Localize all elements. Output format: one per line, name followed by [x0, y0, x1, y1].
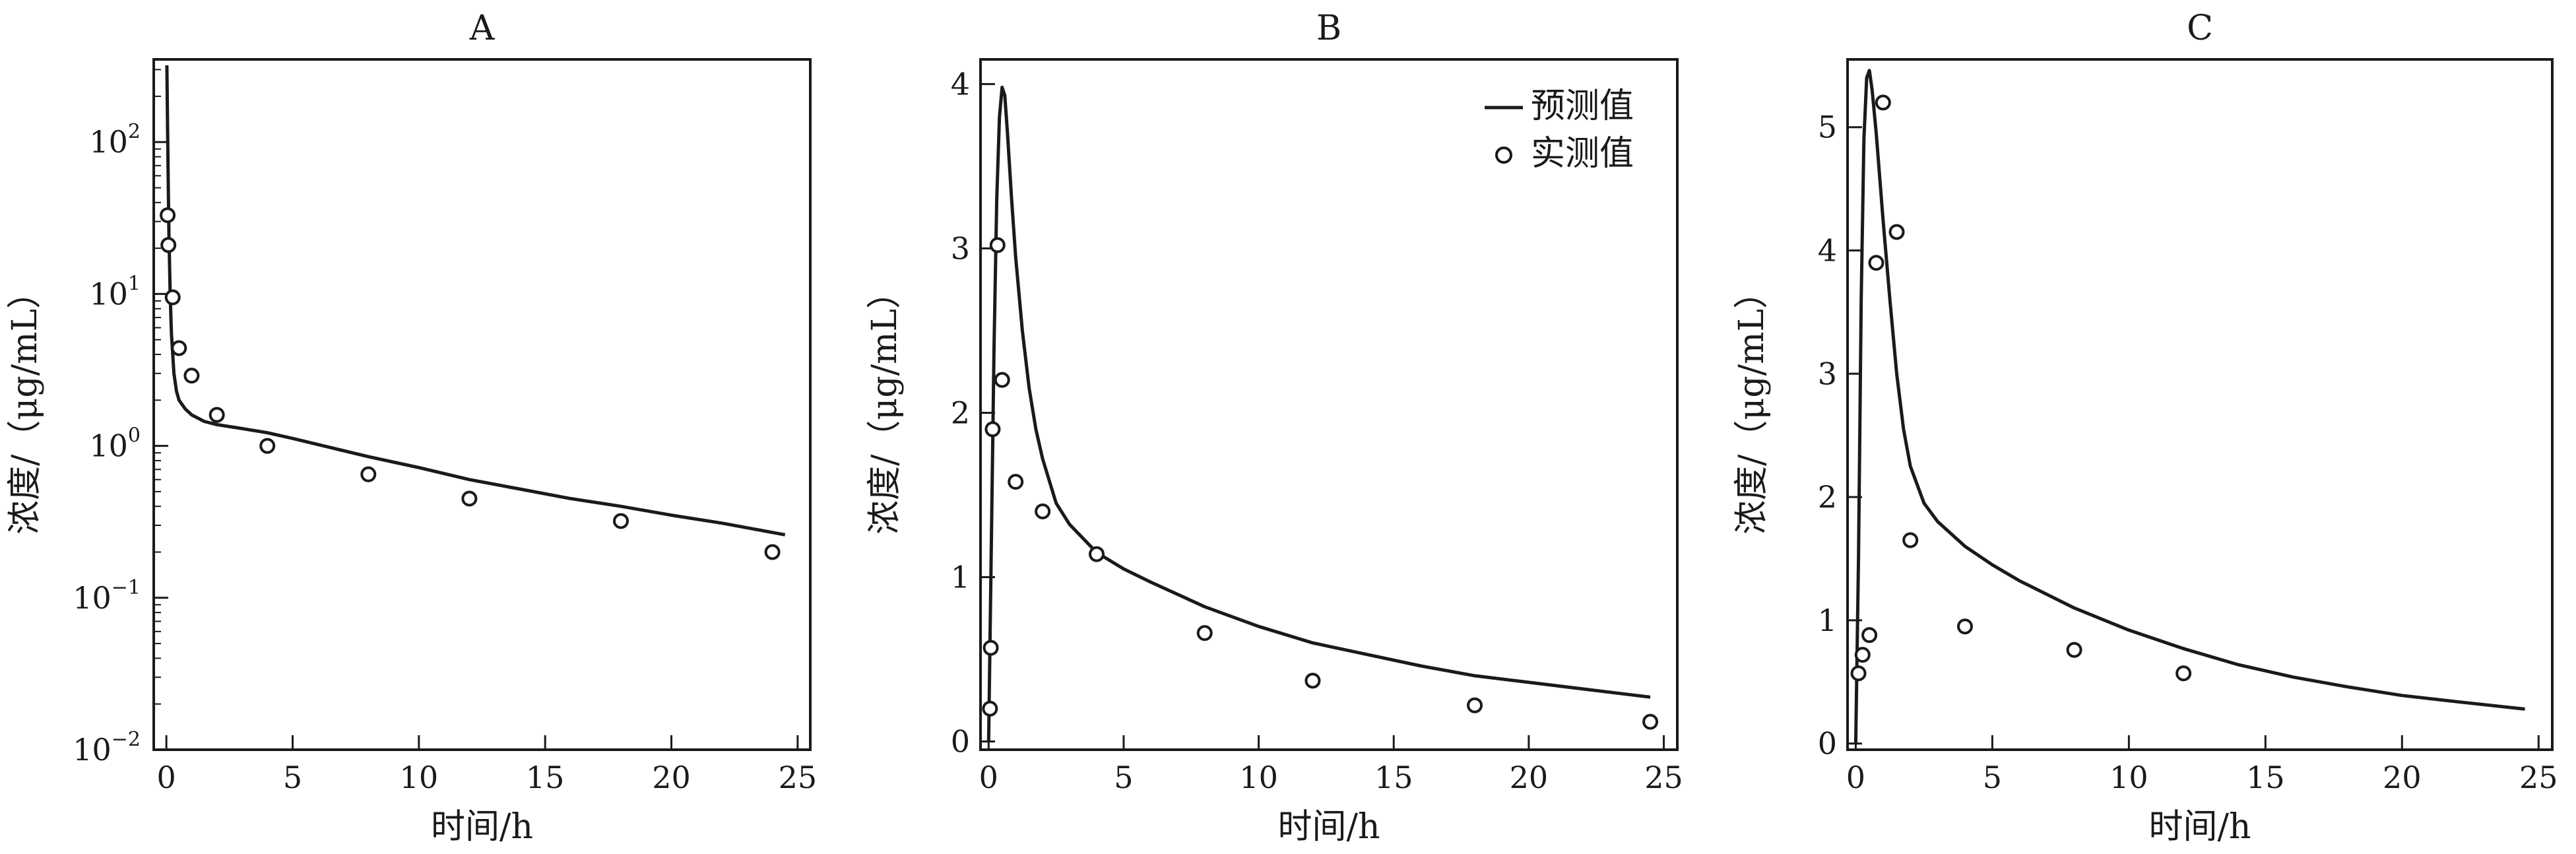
observed-point: [612, 513, 629, 529]
observed-point: [1902, 532, 1919, 548]
x-tick-label: 0: [156, 760, 176, 795]
y-axis-label: 浓度/（μg/mL）: [5, 275, 45, 535]
y-tick-label: 100: [89, 424, 141, 464]
y-tick-label: 0: [1818, 726, 1837, 762]
observed-point: [989, 237, 1006, 253]
x-tick-label: 15: [2246, 760, 2285, 795]
y-tick-label: 101: [89, 272, 141, 312]
chart-a: A 0 5 10 15 20 25 10−2 10−1 100 101 102 时间/h 浓度/（μg/m…: [5, 9, 817, 847]
y-tick-label: 4: [1818, 233, 1837, 269]
x-tick-label: 10: [1239, 760, 1278, 795]
y-tick-label: 2: [1818, 479, 1837, 515]
x-tick-label: 25: [779, 760, 818, 795]
panel-title: C: [2187, 9, 2213, 48]
y-tick-label: 10−1: [73, 576, 141, 616]
observed-point: [171, 340, 187, 356]
x-tick-label: 5: [283, 760, 302, 795]
observed-point: [764, 544, 781, 560]
observed-point: [982, 640, 999, 656]
y-axis-label: 浓度/（μg/mL）: [865, 275, 905, 535]
x-axis-label: 时间/h: [431, 807, 533, 847]
observed-point: [461, 490, 478, 507]
predicted-line: [1853, 69, 2525, 744]
y-tick-label: 102: [89, 120, 141, 160]
x-tick-label: 15: [1374, 760, 1413, 795]
observed-point: [982, 700, 998, 717]
y-tick-label: 1: [1818, 603, 1837, 638]
observed-point: [984, 421, 1001, 438]
y-tick-label: 3: [1818, 356, 1837, 391]
observed-point: [1850, 665, 1867, 682]
x-tick-label: 20: [2383, 760, 2422, 795]
observed-point: [1861, 627, 1878, 643]
predicted-line: [165, 65, 786, 537]
y-tick-label: 10−2: [73, 728, 141, 768]
y-tick-label: 3: [951, 230, 970, 266]
panel-title: A: [469, 9, 496, 48]
observed-point: [1957, 618, 1973, 635]
y-tick-label: 1: [951, 560, 970, 595]
x-tick-label: 25: [2519, 760, 2558, 795]
observed-point: [160, 237, 177, 253]
observed-point: [209, 407, 225, 423]
plot-frame: [152, 58, 812, 751]
y-tick-label: 4: [951, 66, 970, 102]
x-tick-label: 5: [1114, 760, 1133, 795]
legend-label-observed: 实测值: [1531, 134, 1634, 174]
observed-point: [1196, 625, 1213, 641]
plot-frame: [1846, 58, 2554, 751]
x-tick-label: 5: [1983, 760, 2002, 795]
observed-point: [1467, 697, 1483, 713]
predicted-line: [986, 85, 1651, 742]
observed-point: [1642, 713, 1659, 730]
x-tick-label: 0: [979, 760, 998, 795]
plot-frame: [979, 58, 1679, 751]
observed-point: [183, 368, 200, 384]
observed-point: [164, 289, 181, 306]
x-tick-label: 10: [400, 760, 439, 795]
legend-marker-swatch: [1495, 147, 1512, 164]
panel-title: B: [1316, 9, 1341, 48]
observed-point: [1304, 673, 1321, 689]
y-tick-label: 0: [951, 724, 970, 760]
x-tick-label: 10: [2109, 760, 2148, 795]
y-tick-label: 5: [1818, 110, 1837, 145]
observed-point: [2066, 641, 2082, 658]
x-tick-label: 0: [1846, 760, 1865, 795]
observed-point: [994, 372, 1010, 388]
observed-point: [1035, 503, 1051, 519]
observed-point: [1868, 255, 1884, 271]
observed-point: [1089, 546, 1105, 562]
x-tick-label: 15: [526, 760, 565, 795]
observed-point: [1875, 94, 1891, 111]
observed-point: [1854, 647, 1871, 663]
x-tick-label: 20: [652, 760, 691, 795]
observed-point: [2175, 665, 2192, 682]
chart-c: C 0 5 10 15 20 25 0 1 2 3 4 5 时间/h 浓度/（μg/mL）: [1732, 9, 2558, 847]
x-axis-label: 时间/h: [2148, 807, 2251, 847]
observed-point: [360, 466, 377, 482]
x-tick-label: 20: [1510, 760, 1549, 795]
x-tick-label: 25: [1644, 760, 1683, 795]
x-axis-label: 时间/h: [1277, 807, 1380, 847]
observed-point: [1008, 474, 1024, 490]
legend-label-predicted: 预测值: [1531, 86, 1634, 126]
y-tick-label: 2: [951, 395, 970, 430]
observed-point: [1888, 224, 1905, 240]
y-axis-label: 浓度/（μg/mL）: [1732, 275, 1772, 535]
observed-point: [259, 438, 276, 454]
observed-point: [160, 207, 176, 224]
